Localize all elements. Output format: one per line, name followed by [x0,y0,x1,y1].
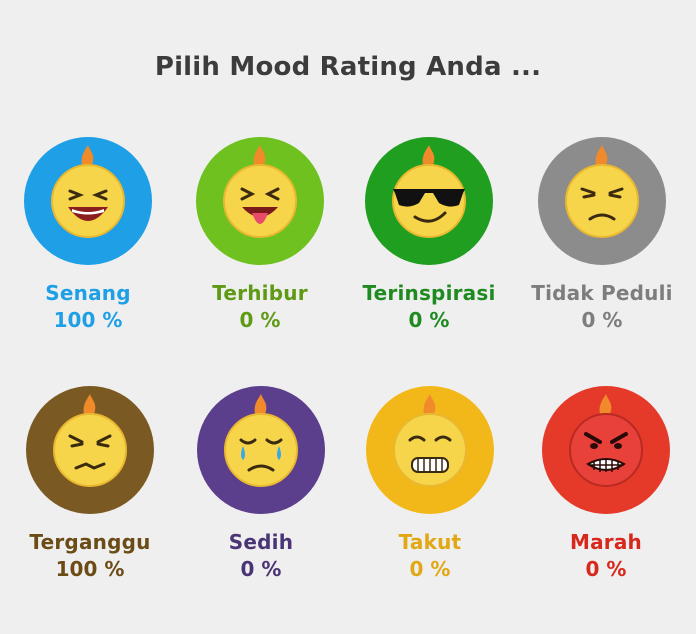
sunglasses-face-icon [365,137,493,265]
laughing-face-icon [24,137,152,265]
mood-option-terganggu[interactable]: Terganggu 100 % [4,384,176,581]
mood-option-terinspirasi[interactable]: Terinspirasi 0 % [343,135,515,332]
mood-circle[interactable] [363,135,495,267]
mood-percent: 0 % [409,557,451,581]
tongue-out-face-icon [196,137,324,265]
mood-option-terhibur[interactable]: Terhibur 0 % [174,135,346,332]
mood-percent: 0 % [240,557,282,581]
mood-label: Terinspirasi [362,281,496,305]
mood-label: Takut [398,530,462,554]
mood-percent: 0 % [585,557,627,581]
mood-percent: 100 % [55,557,125,581]
mood-label: Terganggu [29,530,151,554]
mood-percent: 0 % [581,308,623,332]
mood-label: Sedih [228,530,294,554]
mood-circle[interactable] [194,135,326,267]
scared-face-icon [366,386,494,514]
page-title: Pilih Mood Rating Anda ... [154,52,542,82]
mood-option-marah[interactable]: Marah 0 % [520,384,692,581]
mood-option-takut[interactable]: Takut 0 % [344,384,516,581]
mood-percent: 100 % [53,308,123,332]
mood-circle[interactable] [24,384,156,516]
mood-percent: 0 % [239,308,281,332]
mood-circle[interactable] [22,135,154,267]
mood-label: Marah [570,530,642,554]
mood-label: Tidak Peduli [531,281,673,305]
mood-label: Senang [45,281,131,305]
mood-circle[interactable] [540,384,672,516]
mood-label: Terhibur [212,281,308,305]
mood-option-tidak-peduli[interactable]: Tidak Peduli 0 % [516,135,688,332]
mood-circle[interactable] [195,384,327,516]
mood-option-sedih[interactable]: Sedih 0 % [175,384,347,581]
crying-face-icon [197,386,325,514]
mood-circle[interactable] [364,384,496,516]
mood-percent: 0 % [408,308,450,332]
mood-option-senang[interactable]: Senang 100 % [2,135,174,332]
annoyed-face-icon [26,386,154,514]
indifferent-face-icon [538,137,666,265]
mood-circle[interactable] [536,135,668,267]
angry-face-icon [542,386,670,514]
